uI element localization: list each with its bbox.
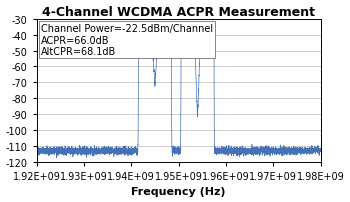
- Text: Channel Power=-22.5dBm/Channel
ACPR=66.0dB
AltCPR=68.1dB: Channel Power=-22.5dBm/Channel ACPR=66.0…: [41, 24, 213, 57]
- Title: 4-Channel WCDMA ACPR Measurement: 4-Channel WCDMA ACPR Measurement: [42, 5, 315, 18]
- X-axis label: Frequency (Hz): Frequency (Hz): [131, 186, 226, 197]
